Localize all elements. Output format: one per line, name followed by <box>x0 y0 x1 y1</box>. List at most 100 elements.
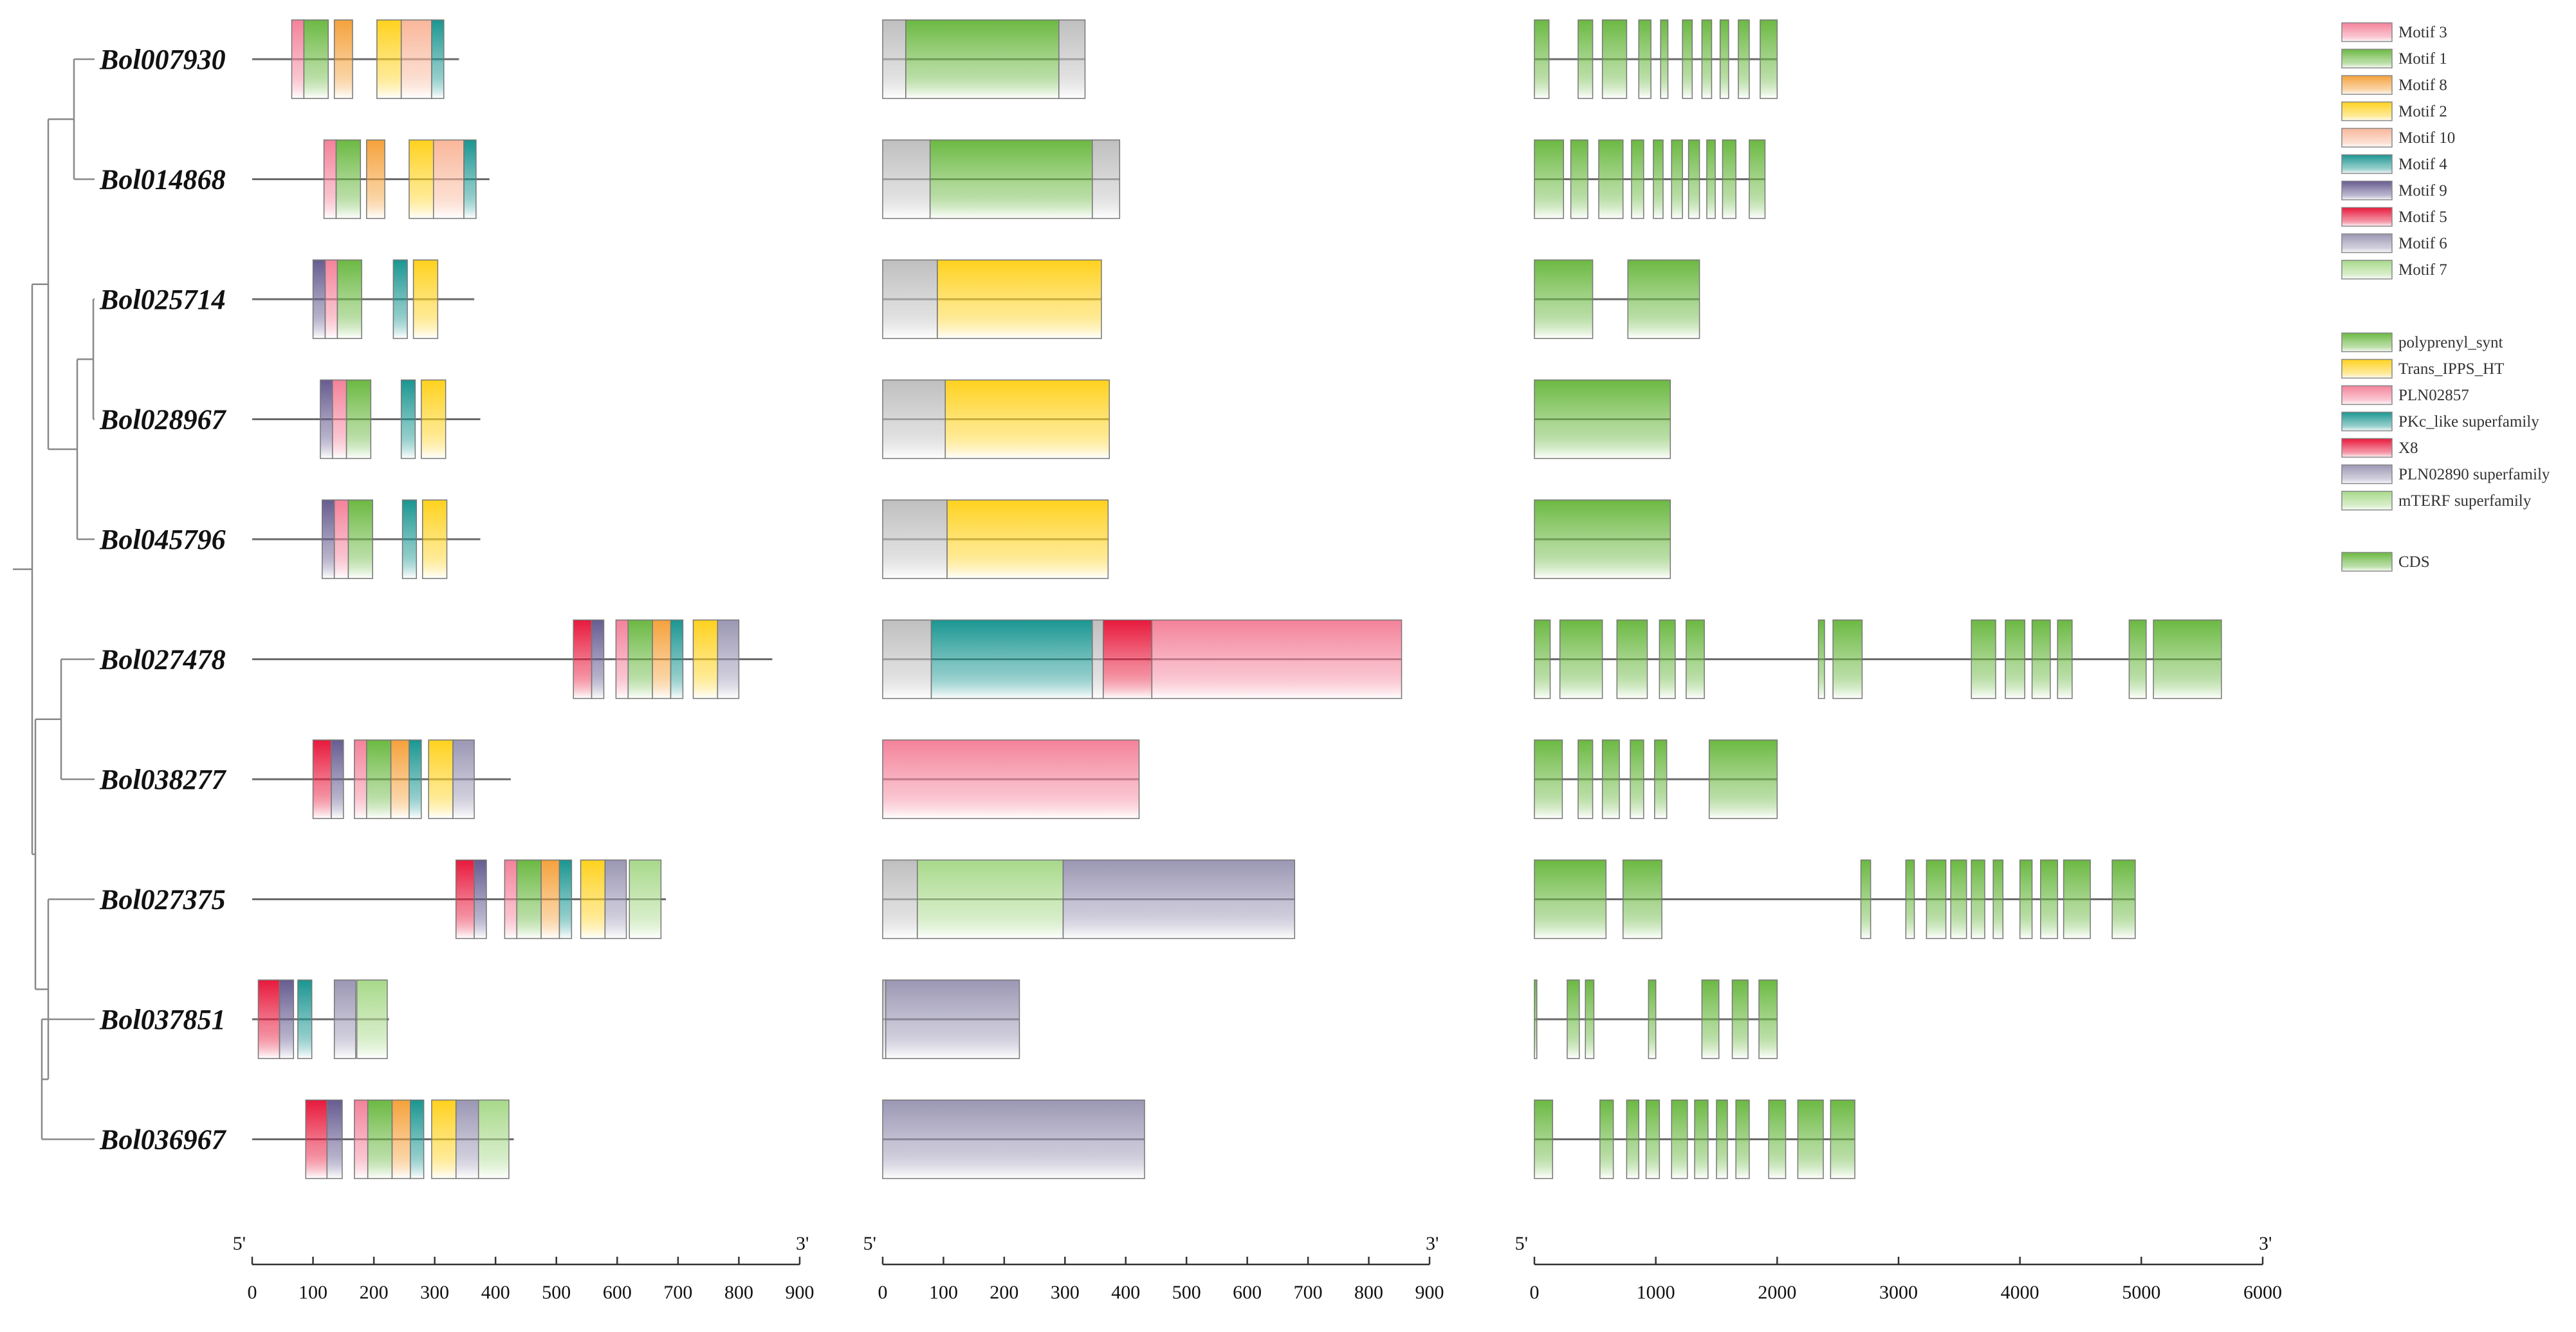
motif-block-motif-2 <box>422 499 448 579</box>
legend-item-motif-10: Motif 10 <box>2341 127 2455 148</box>
exon-block <box>1578 19 1594 99</box>
domain-block-none <box>882 499 948 579</box>
exon-block <box>1719 19 1729 99</box>
legend-swatch <box>2341 332 2393 353</box>
exon-block <box>2057 619 2073 699</box>
motif-block-motif-2 <box>376 19 402 99</box>
tick-label: 600 <box>603 1282 632 1303</box>
legend-item-motif-7: Motif 7 <box>2341 259 2447 280</box>
tick-label: 0 <box>248 1282 257 1303</box>
legend-label: PLN02857 <box>2398 387 2469 404</box>
legend-swatch <box>2341 490 2393 511</box>
legend-label: Motif 5 <box>2398 208 2447 226</box>
exon-block <box>2128 619 2147 699</box>
tick-label: 100 <box>929 1282 958 1303</box>
legend-swatch <box>2341 154 2393 174</box>
motif-block-motif-2 <box>692 619 719 699</box>
legend-label: Motif 3 <box>2398 24 2447 41</box>
motif-block-motif-9 <box>312 259 326 339</box>
exon-block <box>1830 1099 1855 1179</box>
axis-5prime-label: 5' <box>1515 1233 1528 1254</box>
motif-block-motif-3 <box>324 259 338 339</box>
exon-block <box>1971 859 1985 939</box>
motif-block-motif-4 <box>410 1099 425 1179</box>
motif-block-motif-2 <box>580 859 606 939</box>
exon-block <box>1645 1099 1661 1179</box>
gene-label-bol045796: Bol045796 <box>99 524 226 555</box>
row-bol045796 <box>882 499 1109 579</box>
tick-label: 300 <box>420 1282 449 1303</box>
motif-block-motif-7 <box>477 1099 510 1179</box>
exon-block <box>1758 979 1778 1059</box>
exon-block <box>1708 739 1778 819</box>
exon-block <box>1735 1099 1750 1179</box>
axis-5prime-label: 5' <box>863 1233 876 1254</box>
motif-block-motif-3 <box>323 139 337 219</box>
motif-block-motif-2 <box>421 379 446 459</box>
domain-block-pln02890-superfamily <box>885 979 1020 1059</box>
legend-label: Motif 2 <box>2398 103 2447 120</box>
gene-labels: Bol007930 Bol014868 Bol025714 Bol028967 Bol0… <box>99 44 227 1156</box>
legend-label: CDS <box>2398 553 2430 571</box>
motif-block-motif-1 <box>345 379 372 459</box>
exon-block <box>1598 139 1624 219</box>
tick-label: 2000 <box>1758 1282 1796 1303</box>
exon-block <box>1599 1099 1614 1179</box>
motif-block-motif-9 <box>320 379 333 459</box>
legend-swatch <box>2341 233 2393 254</box>
exon-block <box>1616 619 1648 699</box>
motif-panel: 0 100 200 300 400 500 600 700 800 900 5' 3' <box>233 19 814 1303</box>
row-bol045796 <box>252 499 481 579</box>
motif-block-motif-8 <box>366 139 385 219</box>
row-bol038277 <box>882 739 1140 819</box>
legend-item-motif-1: Motif 1 <box>2341 48 2447 69</box>
exon-block <box>1722 139 1736 219</box>
tick-label: 700 <box>1294 1282 1323 1303</box>
row-bol025714 <box>882 259 1102 339</box>
motif-block-motif-4 <box>409 739 422 819</box>
domain-block-pln02857 <box>1151 619 1403 699</box>
domain-block-trans-ipps-ht <box>944 379 1110 459</box>
motif-block-motif-8 <box>540 859 560 939</box>
domain-block-trans-ipps-ht <box>937 259 1102 339</box>
legend-item-motif-3: Motif 3 <box>2341 22 2447 42</box>
exon-block <box>1534 859 1607 939</box>
domain-block-none <box>1092 139 1121 219</box>
legend-swatch <box>2341 75 2393 95</box>
exon-block <box>1701 19 1713 99</box>
motif-block-motif-9 <box>331 739 344 819</box>
domain-block-none <box>1058 19 1086 99</box>
exon-block <box>1570 139 1588 219</box>
exon-block <box>1971 619 1996 699</box>
exon-block <box>1860 859 1872 939</box>
legend-label: Motif 10 <box>2398 129 2455 147</box>
domain-block-x8 <box>1103 619 1153 699</box>
tick-label: 300 <box>1051 1282 1080 1303</box>
exon-block <box>1627 259 1700 339</box>
exon-block <box>1638 19 1651 99</box>
motif-block-motif-4 <box>463 139 477 219</box>
domain-block-none <box>882 139 931 219</box>
domain-block-none <box>882 859 918 939</box>
exon-block <box>2153 619 2222 699</box>
motif-block-motif-5 <box>455 859 475 939</box>
motif-block-motif-3 <box>291 19 305 99</box>
legend-item-motif-8: Motif 8 <box>2341 75 2447 95</box>
tick-label: 5000 <box>2122 1282 2160 1303</box>
gene-label-bol027478: Bol027478 <box>99 644 226 676</box>
exon-block <box>1701 979 1720 1059</box>
motif-block-motif-4 <box>670 619 684 699</box>
legend-item-mterf-superfamily: mTERF superfamily <box>2341 490 2532 511</box>
exon-block <box>1622 859 1662 939</box>
exon-block <box>1578 739 1594 819</box>
motif-block-motif-3 <box>354 1099 369 1179</box>
motif-block-motif-4 <box>297 979 313 1059</box>
motif-block-motif-4 <box>431 19 445 99</box>
motif-block-motif-2 <box>431 1099 457 1179</box>
exon-block <box>1686 619 1705 699</box>
axis-3prime-label: 3' <box>2259 1233 2272 1254</box>
legend-swatch <box>2341 385 2393 405</box>
row-bol027478 <box>252 619 773 699</box>
axis-5prime-label: 5' <box>233 1233 246 1254</box>
